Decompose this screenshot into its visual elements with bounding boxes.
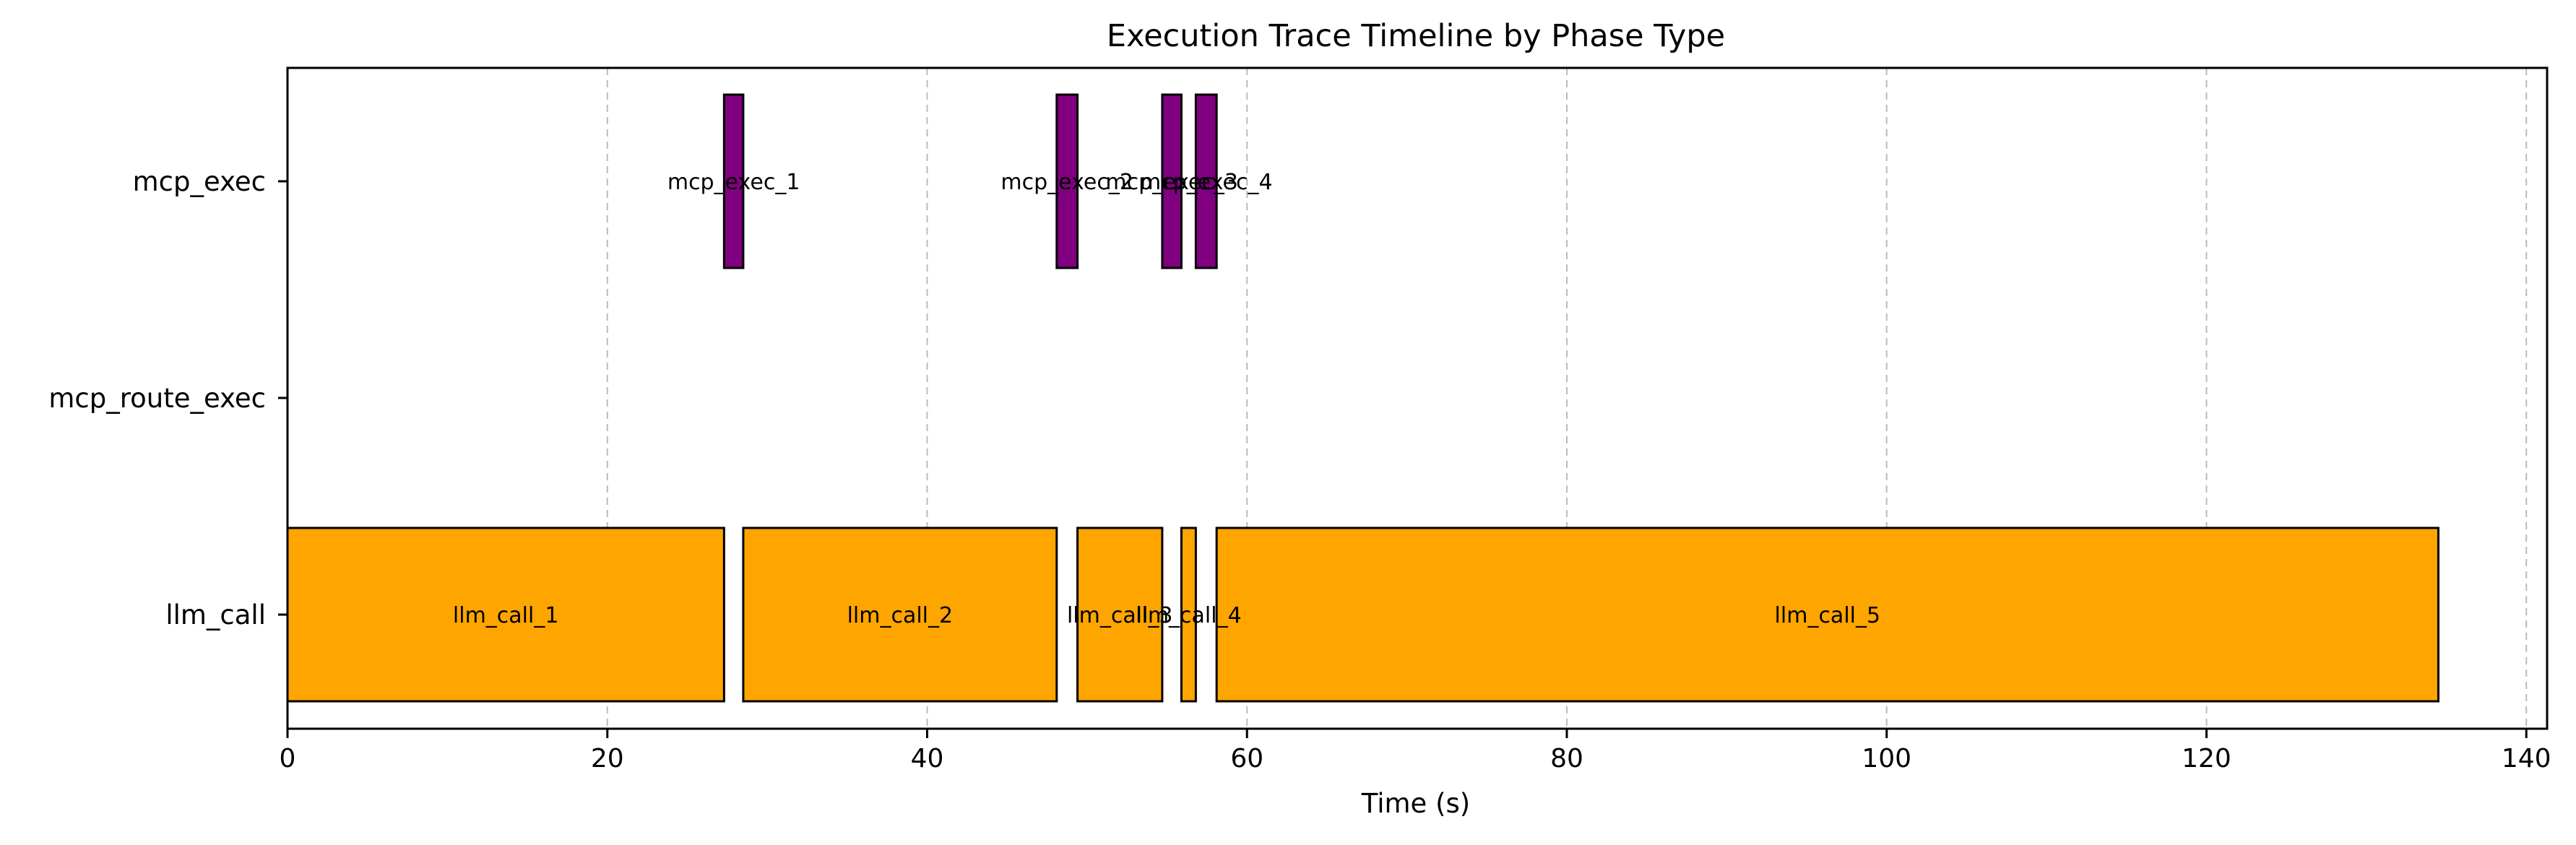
bar-label: mcp_exec_3 <box>1105 170 1238 195</box>
bars-layer <box>286 93 2439 703</box>
bar-label: llm_call_3 <box>1067 603 1173 628</box>
llm_call-bar <box>1180 526 1197 703</box>
mcp_exec-bar <box>1055 93 1079 269</box>
chart-title: Execution Trace Timeline by Phase Type <box>1107 18 1725 54</box>
bar-labels-layer: llm_call_1 llm_call_2 llm_call_3llm_call_4… <box>453 170 1880 628</box>
llm_call-bar <box>1215 526 2439 703</box>
bar-label: llm_call_5 <box>1775 603 1881 628</box>
x-tick-label: 20 <box>591 744 624 774</box>
x-tick-label: 80 <box>1550 744 1583 774</box>
x-tick-label: 0 <box>280 744 296 774</box>
llm_call-bar <box>1076 526 1164 703</box>
y-tick-label: llm_call <box>165 599 266 630</box>
bar-label: llm_call_1 <box>453 603 559 628</box>
x-tick-label: 120 <box>2182 744 2231 774</box>
bar-label: llm_call_2 <box>847 603 954 628</box>
mcp_exec-bar <box>1161 93 1183 269</box>
x-tick-label: 140 <box>2502 744 2551 774</box>
bar-label: mcp_exec_2 <box>1000 170 1133 195</box>
y-tick-label: mcp_route_exec <box>48 383 266 414</box>
x-tick-label: 100 <box>1862 744 1911 774</box>
llm_call-bar <box>742 526 1058 703</box>
mcp_exec-bar <box>1194 93 1218 269</box>
x-tick-label: 40 <box>911 744 944 774</box>
bar-label: mcp_exec_4 <box>1140 170 1273 195</box>
mcp_exec-bar <box>722 93 745 269</box>
y-tick-label: mcp_exec <box>133 166 266 197</box>
x-axis: 0 20 40 60 80 100 120 140 <box>280 729 2551 774</box>
y-axis: llm_call mcp_route_exec mcp_exec <box>48 166 288 630</box>
bar-label: llm_call_4 <box>1136 603 1242 628</box>
llm_call-bar <box>286 526 725 703</box>
x-tick-label: 60 <box>1230 744 1263 774</box>
x-axis-label: Time (s) <box>1361 788 1470 819</box>
bar-label: mcp_exec_1 <box>667 170 800 195</box>
